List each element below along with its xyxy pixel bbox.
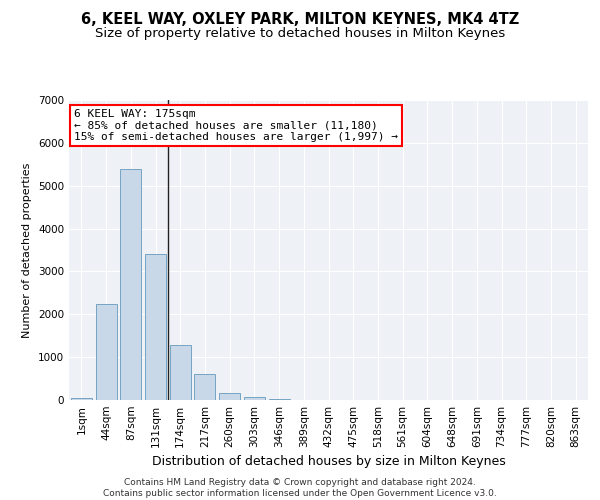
Bar: [145, 254, 166, 400]
Text: Size of property relative to detached houses in Milton Keynes: Size of property relative to detached ho…: [95, 28, 505, 40]
Bar: [269, 399, 290, 400]
Y-axis label: Number of detached properties: Number of detached properties: [22, 162, 32, 338]
Bar: [244, 397, 265, 400]
Text: 6, KEEL WAY, OXLEY PARK, MILTON KEYNES, MK4 4TZ: 6, KEEL WAY, OXLEY PARK, MILTON KEYNES, …: [81, 12, 519, 28]
X-axis label: Distribution of detached houses by size in Milton Keynes: Distribution of detached houses by size …: [152, 456, 505, 468]
Bar: [71, 398, 92, 400]
Text: Contains HM Land Registry data © Crown copyright and database right 2024.
Contai: Contains HM Land Registry data © Crown c…: [103, 478, 497, 498]
Bar: [120, 168, 141, 400]
Bar: [194, 374, 215, 400]
Bar: [170, 345, 191, 400]
Bar: [95, 304, 116, 400]
Text: 6 KEEL WAY: 175sqm
← 85% of detached houses are smaller (11,180)
15% of semi-det: 6 KEEL WAY: 175sqm ← 85% of detached hou…: [74, 109, 398, 142]
Bar: [219, 392, 240, 400]
